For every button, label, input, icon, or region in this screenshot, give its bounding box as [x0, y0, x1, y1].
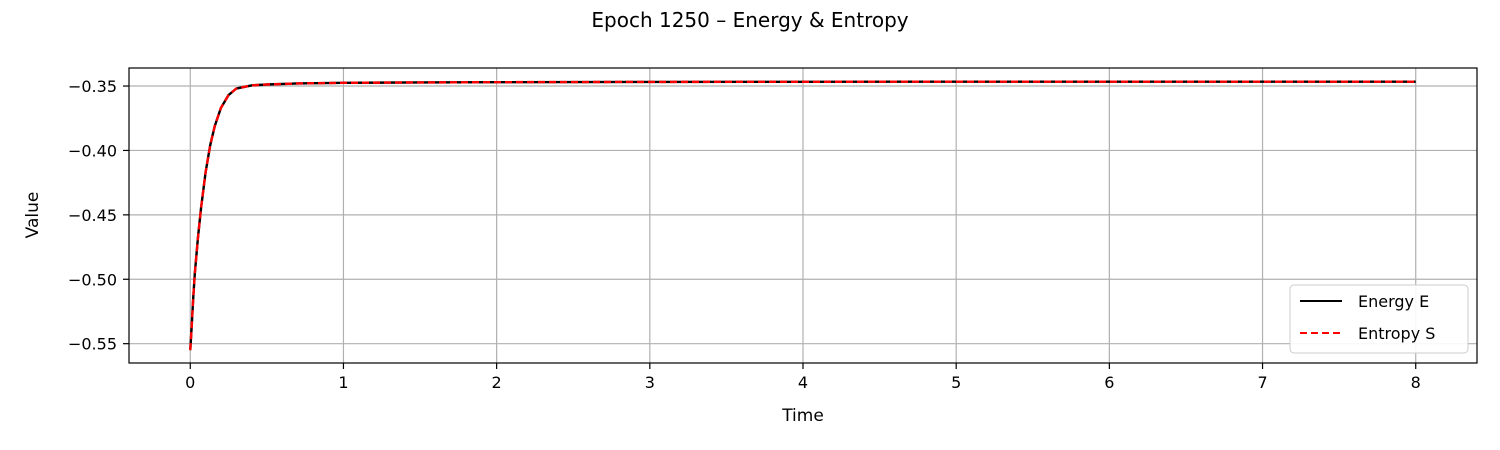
- x-tick-label: 5: [951, 373, 961, 392]
- y-axis: −0.55 −0.50 −0.45 −0.40 −0.35: [68, 77, 129, 354]
- y-tick-label: −0.50: [68, 270, 117, 289]
- y-tick-label: −0.35: [68, 77, 117, 96]
- x-axis-label: Time: [781, 406, 824, 426]
- x-tick-label: 2: [492, 373, 502, 392]
- chart-title: Epoch 1250 – Energy & Entropy: [591, 8, 908, 32]
- series-line-entropy-s: [189, 80, 1416, 351]
- x-tick-label: 4: [798, 373, 808, 392]
- legend-label-entropy: Entropy S: [1358, 324, 1435, 343]
- legend-label-energy: Energy E: [1358, 292, 1429, 311]
- x-tick-label: 0: [185, 373, 195, 392]
- x-tick-label: 3: [645, 373, 655, 392]
- x-tick-label: 8: [1411, 373, 1421, 392]
- y-tick-label: −0.40: [68, 141, 117, 160]
- x-axis: 0 1 2 3 4 5 6 7 8: [185, 363, 1421, 392]
- x-tick-label: 6: [1104, 373, 1114, 392]
- y-axis-label: Value: [23, 192, 43, 239]
- series-layer: [189, 80, 1416, 351]
- y-tick-label: −0.45: [68, 206, 117, 225]
- legend: Energy E Entropy S: [1289, 284, 1469, 354]
- x-tick-label: 1: [338, 373, 348, 392]
- y-tick-label: −0.55: [68, 335, 117, 354]
- grid: [129, 68, 1477, 363]
- x-tick-label: 7: [1257, 373, 1267, 392]
